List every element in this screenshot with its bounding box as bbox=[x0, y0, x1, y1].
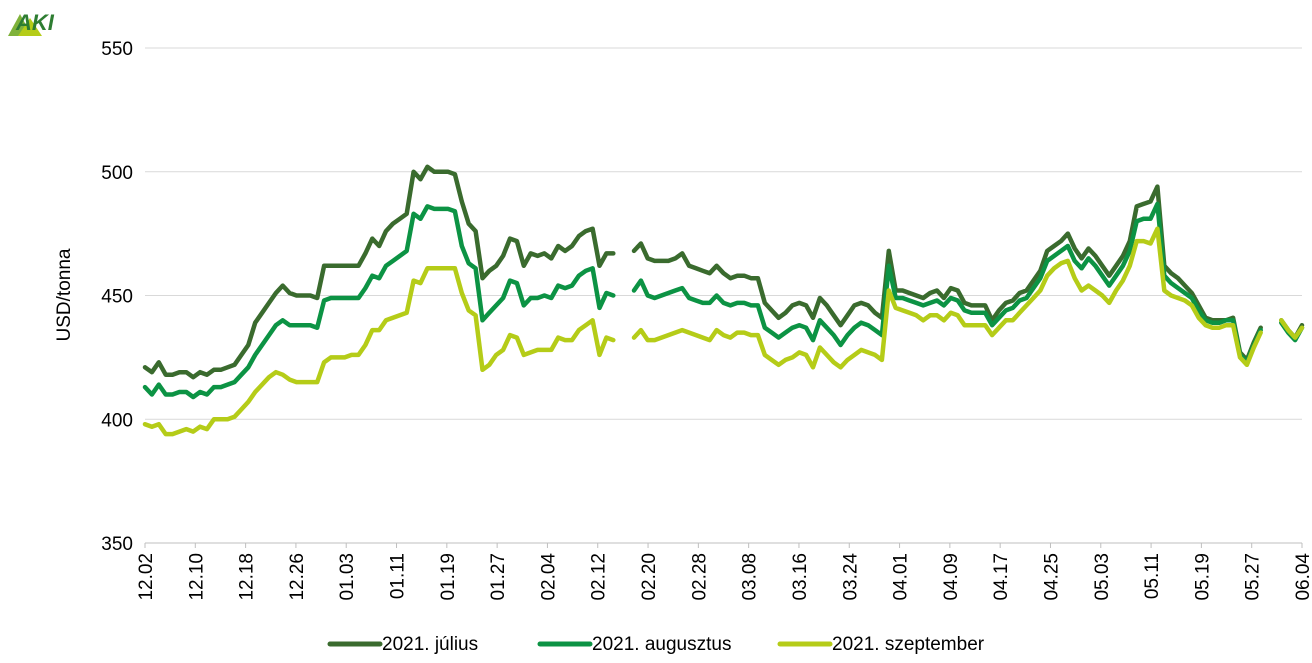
y-tick-label: 350 bbox=[101, 534, 133, 555]
gridlines bbox=[145, 47, 1302, 420]
x-tick-label: 01.11 bbox=[388, 553, 409, 599]
x-tick-label: 06.04 bbox=[1293, 553, 1312, 601]
x-tick-label: 04.25 bbox=[1041, 553, 1062, 601]
x-axis: 12.02 12.10 12.18 12.26 01.03 01.11 01.19 01.27… bbox=[136, 542, 1312, 601]
legend-label: 2021. július bbox=[382, 634, 478, 655]
x-tick-label: 03.08 bbox=[740, 553, 761, 601]
x-tick-label: 01.27 bbox=[488, 553, 509, 601]
x-tick-label: 05.27 bbox=[1243, 553, 1264, 601]
legend-label: 2021. augusztus bbox=[592, 634, 731, 655]
series-lines bbox=[142, 164, 1305, 437]
y-tick-label: 500 bbox=[101, 163, 133, 184]
x-tick-label: 03.16 bbox=[790, 553, 811, 601]
aki-logo: AKI bbox=[8, 10, 55, 36]
y-axis-title: USD/tonna bbox=[54, 248, 75, 341]
series-line-2 bbox=[142, 201, 1305, 400]
y-axis-ticks: 350 400 450 500 550 bbox=[101, 39, 133, 555]
x-tick-label: 01.03 bbox=[337, 553, 358, 601]
y-tick-label: 550 bbox=[101, 39, 133, 60]
logo-text: AKI bbox=[15, 10, 55, 35]
x-tick-label: 04.09 bbox=[941, 553, 962, 601]
x-tick-label: 04.01 bbox=[891, 553, 912, 601]
y-tick-label: 400 bbox=[101, 410, 133, 431]
legend-label: 2021. szeptember bbox=[832, 634, 985, 655]
x-tick-label: 05.03 bbox=[1092, 553, 1113, 601]
x-tick-label: 01.19 bbox=[438, 553, 459, 601]
x-tick-label: 12.18 bbox=[237, 553, 258, 601]
x-tick-label: 05.19 bbox=[1192, 553, 1213, 601]
y-tick-label: 450 bbox=[101, 287, 133, 308]
x-tick-label: 03.24 bbox=[840, 553, 861, 601]
x-tick-label: 02.12 bbox=[589, 553, 610, 601]
x-tick-label: 02.28 bbox=[689, 553, 710, 601]
x-tick-label: 05.11 bbox=[1142, 553, 1163, 599]
legend: 2021. július 2021. augusztus 2021. szeptem… bbox=[327, 634, 985, 655]
x-tick-label: 02.04 bbox=[538, 553, 559, 601]
x-tick-label: 12.10 bbox=[186, 553, 207, 601]
x-tick-label: 02.20 bbox=[639, 553, 660, 601]
x-tick-label: 04.17 bbox=[991, 553, 1012, 601]
series-line-3 bbox=[142, 226, 1305, 437]
x-tick-label: 12.26 bbox=[287, 553, 308, 601]
x-tick-label: 12.02 bbox=[136, 553, 157, 601]
